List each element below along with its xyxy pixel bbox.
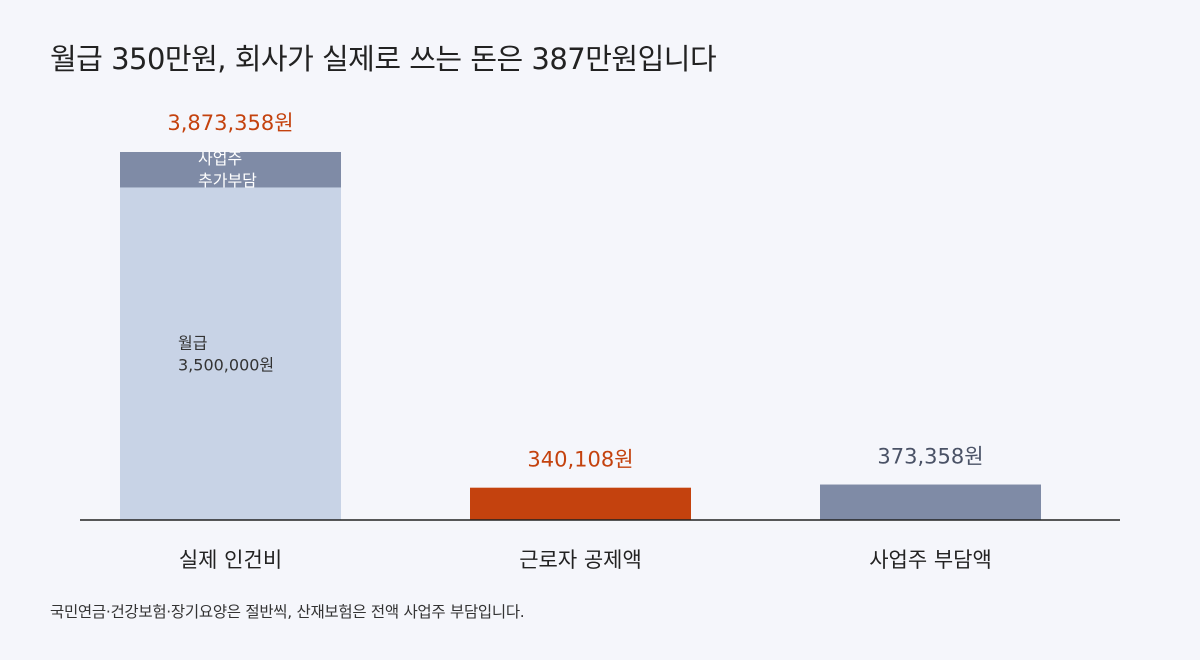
- category-label-2: 사업주 부담액: [869, 548, 992, 572]
- bar-total-label-2: 373,358원: [877, 445, 983, 469]
- bar-segment-0-1: [120, 152, 341, 188]
- bars-layer: [120, 152, 1041, 521]
- bar-segment-2-0: [820, 484, 1041, 520]
- bar-segment-0-0: [120, 187, 341, 521]
- segment-label-0-0-0: 월급: [178, 334, 207, 353]
- bar-segment-1-0: [470, 487, 691, 520]
- footnote: 국민연금·건강보험·장기요양은 절반씩, 산재보험은 전액 사업주 부담입니다.: [50, 603, 525, 621]
- category-label-0: 실제 인건비: [179, 548, 282, 572]
- segment-label-0-1-1: 추가부담: [198, 171, 257, 190]
- segment-label-0-0-1: 3,500,000원: [178, 356, 274, 375]
- chart-title: 월급 350만원, 회사가 실제로 쓰는 돈은 387만원입니다: [50, 42, 717, 76]
- segment-label-0-1-0: 사업주: [198, 149, 242, 168]
- bar-total-label-0: 3,873,358원: [167, 111, 293, 135]
- bar-total-label-1: 340,108원: [527, 448, 633, 472]
- category-label-1: 근로자 공제액: [519, 548, 642, 572]
